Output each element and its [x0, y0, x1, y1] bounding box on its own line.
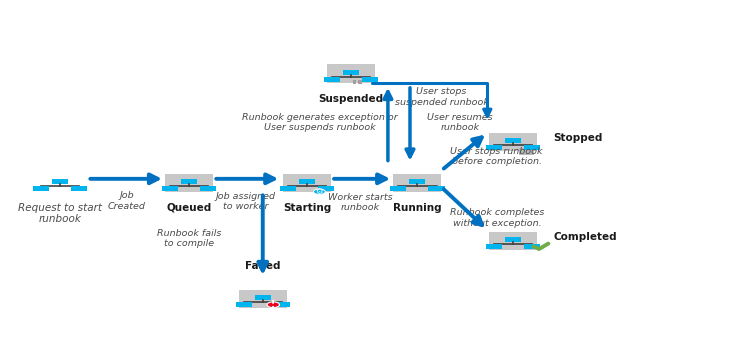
FancyBboxPatch shape — [429, 186, 445, 191]
Circle shape — [313, 189, 325, 194]
FancyBboxPatch shape — [519, 148, 534, 155]
Text: Completed: Completed — [554, 232, 617, 242]
Text: Starting: Starting — [283, 203, 331, 213]
FancyBboxPatch shape — [236, 302, 251, 307]
FancyBboxPatch shape — [255, 295, 270, 300]
Text: Job
Created: Job Created — [108, 191, 146, 211]
FancyBboxPatch shape — [343, 69, 359, 75]
Text: !: ! — [271, 300, 276, 309]
FancyBboxPatch shape — [200, 186, 217, 191]
FancyBboxPatch shape — [162, 186, 178, 191]
FancyBboxPatch shape — [489, 232, 537, 250]
Text: Job assigned
to worker: Job assigned to worker — [216, 192, 276, 211]
FancyBboxPatch shape — [299, 179, 315, 184]
Text: Running: Running — [393, 203, 442, 213]
Text: Runbook fails
to compile: Runbook fails to compile — [157, 229, 221, 248]
FancyBboxPatch shape — [318, 186, 334, 191]
FancyBboxPatch shape — [181, 179, 197, 184]
Text: User resumes
runbook: User resumes runbook — [427, 113, 493, 132]
FancyBboxPatch shape — [239, 290, 287, 308]
Text: Request to start
runbook: Request to start runbook — [18, 203, 102, 224]
FancyBboxPatch shape — [324, 76, 340, 82]
FancyBboxPatch shape — [409, 179, 426, 184]
FancyBboxPatch shape — [524, 244, 540, 249]
FancyBboxPatch shape — [505, 237, 521, 242]
Text: Worker starts
runbook: Worker starts runbook — [327, 193, 392, 212]
FancyBboxPatch shape — [524, 145, 540, 150]
Text: ⚙: ⚙ — [316, 187, 323, 196]
FancyBboxPatch shape — [165, 174, 213, 192]
Text: Queued: Queued — [166, 203, 212, 213]
FancyBboxPatch shape — [486, 145, 502, 150]
Text: Stopped: Stopped — [554, 133, 603, 143]
FancyBboxPatch shape — [353, 80, 356, 84]
Text: Suspended: Suspended — [319, 94, 384, 104]
Text: User stops runbook
before completion.: User stops runbook before completion. — [451, 147, 543, 166]
FancyBboxPatch shape — [505, 138, 521, 143]
Text: User stops
suspended runbook: User stops suspended runbook — [395, 87, 488, 107]
FancyBboxPatch shape — [358, 80, 362, 84]
FancyBboxPatch shape — [489, 133, 537, 151]
Text: Runbook generates exception or
User suspends runbook: Runbook generates exception or User susp… — [242, 113, 398, 132]
FancyBboxPatch shape — [362, 76, 378, 82]
Text: Runbook completes
without exception.: Runbook completes without exception. — [451, 208, 545, 228]
FancyBboxPatch shape — [279, 186, 296, 191]
Circle shape — [267, 302, 279, 308]
FancyBboxPatch shape — [33, 186, 50, 191]
FancyBboxPatch shape — [393, 174, 441, 192]
FancyBboxPatch shape — [274, 302, 290, 307]
FancyBboxPatch shape — [72, 186, 87, 191]
FancyBboxPatch shape — [283, 174, 331, 192]
FancyBboxPatch shape — [486, 244, 502, 249]
FancyBboxPatch shape — [52, 179, 68, 184]
FancyBboxPatch shape — [327, 64, 375, 83]
FancyBboxPatch shape — [390, 186, 406, 191]
Text: Failed: Failed — [245, 261, 281, 271]
